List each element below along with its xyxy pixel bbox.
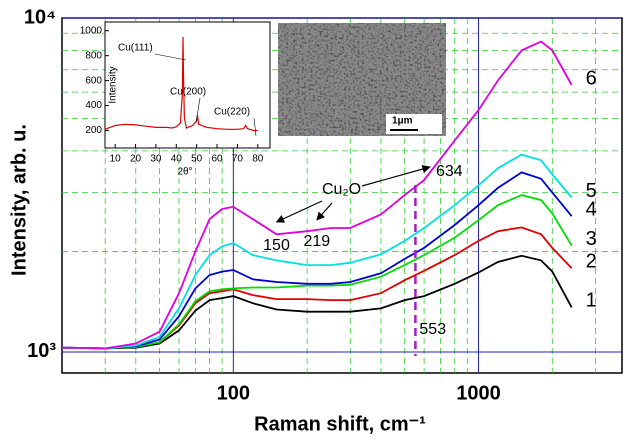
- inset-x-tick-label: 20: [130, 154, 142, 165]
- inset-x-tick-label: 60: [211, 154, 223, 165]
- annotation: Cu₂O: [322, 181, 361, 198]
- peak-label: Cu(220): [214, 107, 250, 118]
- inset-x-tick-label: 10: [110, 154, 122, 165]
- y-tick-label: 10⁴: [24, 6, 56, 28]
- inset-y-title: Intensity: [108, 66, 119, 103]
- spectrum-line: [62, 254, 573, 350]
- legend-label: 5: [586, 180, 597, 202]
- inset-y-tick-label: 200: [85, 125, 102, 136]
- inset-y-tick-label: 1000: [80, 25, 103, 36]
- label-leader: [195, 97, 201, 124]
- inset-y-tick-label: 400: [85, 100, 102, 111]
- inset: 10 20 30 40 50 60 70 80 200 400 600 800 1000 Cu(111) C…: [80, 25, 264, 164]
- label-leader: [154, 53, 187, 61]
- overlay: [275, 164, 431, 356]
- peak-label: 150: [263, 237, 290, 254]
- inset-x-title: 2θ°: [177, 167, 192, 178]
- inset-y-tick-label: 800: [85, 50, 102, 61]
- peak-label: 219: [303, 233, 330, 250]
- inset-x-tick-label: 80: [252, 154, 264, 165]
- legend-label: 2: [586, 251, 597, 273]
- y-axis-title: Intensity, arb. u.: [8, 124, 30, 276]
- inset-x-tick-label: 40: [171, 154, 183, 165]
- x-axis-title: Raman shift, cm⁻¹: [254, 413, 426, 435]
- peak-label: Cu(111): [118, 43, 153, 54]
- x-tick-label: 1000: [456, 382, 501, 404]
- spectrum-line: [62, 194, 573, 350]
- peak-arrow: [316, 202, 333, 221]
- peak-label: 634: [436, 163, 463, 180]
- spectrum-line: [62, 171, 573, 350]
- x-tick-label: 100: [217, 382, 250, 404]
- inset-plot: [105, 36, 258, 132]
- inset-x-tick-label: 30: [150, 154, 162, 165]
- label-leader: [253, 117, 257, 137]
- inset-y-tick-label: 600: [85, 75, 102, 86]
- legend-label: 1: [586, 290, 597, 312]
- legend-label: 6: [586, 67, 597, 89]
- peak-arrow: [361, 164, 431, 187]
- inset-frame: [104, 21, 271, 149]
- plot-area: [62, 40, 573, 350]
- legend-label: 3: [586, 228, 597, 250]
- xrd-line: [105, 36, 258, 132]
- marker-label: 553: [419, 321, 446, 338]
- inset-x-tick-label: 50: [191, 154, 203, 165]
- spectrum-line: [62, 40, 573, 350]
- scale-bar-label: 1μm: [392, 116, 413, 127]
- peak-label: Cu(200): [170, 87, 206, 98]
- legend-label: 4: [586, 198, 597, 220]
- spectrum-line: [62, 153, 573, 350]
- peak-arrow: [275, 200, 323, 223]
- y-tick-label: 10³: [27, 340, 56, 362]
- inset-x-tick-label: 70: [232, 154, 244, 165]
